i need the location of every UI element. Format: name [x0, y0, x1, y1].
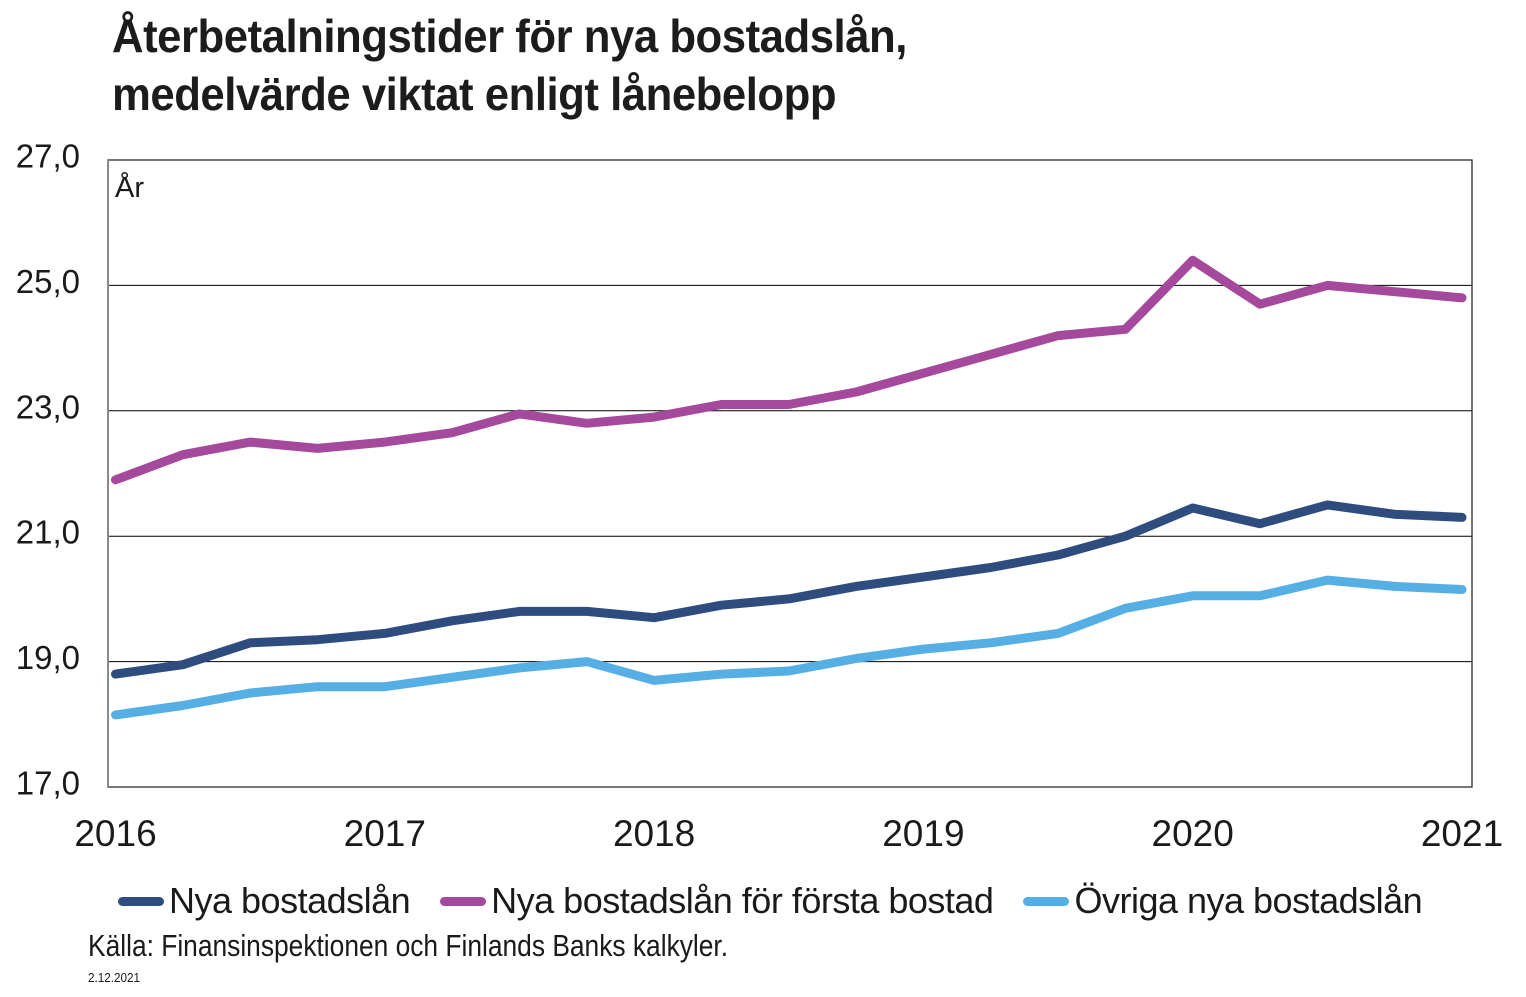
series-line-2 [111, 255, 1467, 485]
x-tick-label: 2021 [1421, 813, 1503, 854]
legend-label: Övriga nya bostadslån [1074, 880, 1423, 921]
y-tick-label: 23,0 [16, 388, 80, 425]
legend-item: Övriga nya bostadslån [1023, 880, 1423, 922]
y-tick-label: 17,0 [16, 765, 80, 802]
legend-label: Nya bostadslån för första bostad [491, 880, 994, 921]
x-tick-label: 2017 [344, 813, 426, 854]
source-text: Källa: Finansinspektionen och Finlands B… [88, 928, 729, 963]
y-tick-label: 21,0 [16, 514, 80, 551]
y-tick-label: 19,0 [16, 639, 80, 676]
plot-border [107, 159, 1473, 788]
x-tick-label: 2018 [613, 813, 695, 854]
y-tick-label: 25,0 [16, 263, 80, 300]
x-tick-label: 2020 [1152, 813, 1234, 854]
legend-label: Nya bostadslån [169, 880, 411, 921]
x-tick-label: 2016 [74, 813, 156, 854]
legend-item: Nya bostadslån för första bostad [440, 880, 994, 922]
chart-title-line1: Återbetalningstider för nya bostadslån, [112, 10, 907, 62]
series-line-3 [111, 575, 1467, 720]
y-tick-label: 27,0 [16, 138, 80, 175]
chart-title-line2: medelvärde viktat enligt lånebelopp [112, 67, 837, 120]
series-line-1 [111, 500, 1467, 679]
legend-swatch-ovriga [1023, 896, 1070, 906]
legend-swatch-forsta-bostad [440, 896, 487, 906]
legend-item: Nya bostadslån [118, 880, 411, 922]
chart-title: Återbetalningstider för nya bostadslån, m… [112, 8, 907, 124]
date-stamp: 2.12.2021 [88, 970, 141, 985]
line-chart: 27,0 25,0 23,0 21,0 19,0 17,0 2016 2017 2018 2019… [16, 138, 1503, 855]
x-tick-label: 2019 [882, 813, 964, 854]
chart-legend: Nya bostadslån Nya bostadslån för första… [118, 880, 1423, 922]
legend-swatch-nya-bostadslan [118, 896, 164, 906]
y-axis-unit-label: År [115, 171, 144, 204]
